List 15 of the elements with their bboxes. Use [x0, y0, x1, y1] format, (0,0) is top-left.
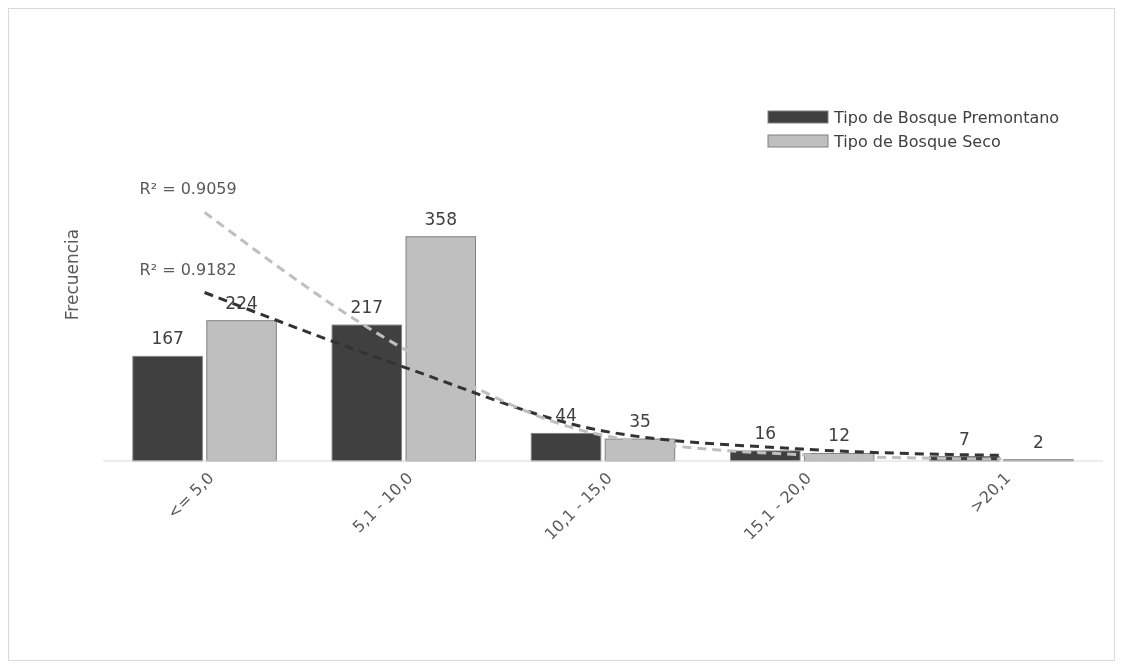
annotation: R² = 0.9182	[139, 259, 237, 279]
legend-label: Tipo de Bosque Premontano	[833, 108, 1060, 127]
y-axis-title: Frecuencia	[62, 228, 82, 321]
x-tick-label: <= 5,0	[163, 468, 218, 523]
data-label: 16	[754, 422, 777, 443]
data-label: 35	[629, 411, 651, 432]
legend-label: Tipo de Bosque Seco	[833, 132, 1001, 151]
data-label: 2	[1032, 431, 1044, 452]
data-label: 167	[151, 328, 184, 349]
data-label: 44	[555, 405, 577, 426]
data-label: 12	[828, 425, 850, 446]
data-label: 358	[424, 208, 457, 229]
data-label: 217	[350, 297, 384, 318]
data-label: 7	[959, 428, 970, 449]
annotation: R² = 0.9059	[139, 179, 237, 199]
